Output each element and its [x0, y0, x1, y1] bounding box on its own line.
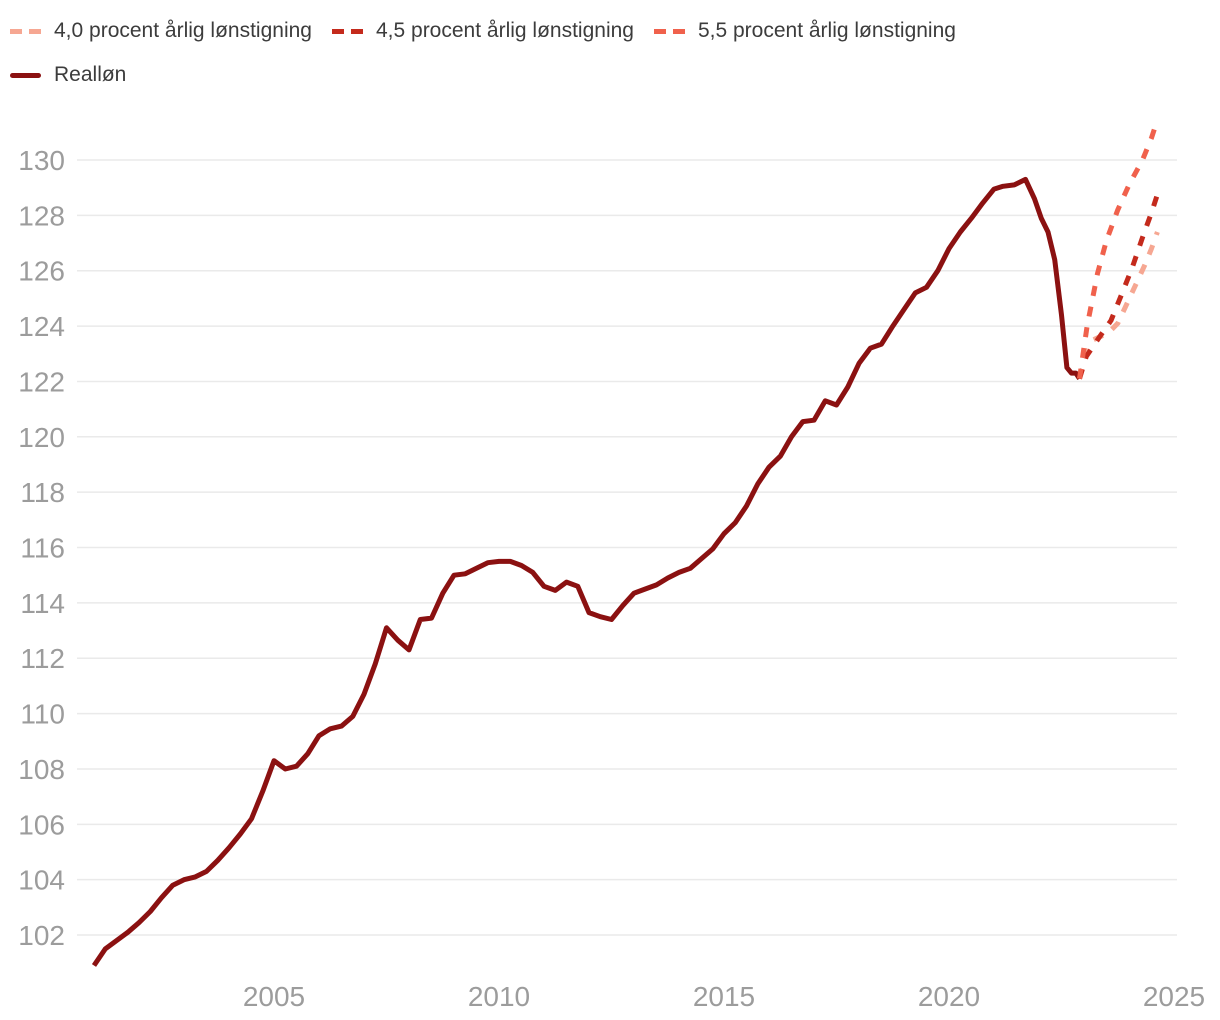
y-tick-label-102: 102: [18, 920, 65, 951]
y-tick-label-130: 130: [18, 145, 65, 176]
y-tick-label-116: 116: [20, 533, 65, 564]
legend-swatch-4-0-dashed-line: [10, 28, 41, 34]
legend-item-4-5-procent: 4,5 procent årlig lønstigning: [331, 19, 634, 43]
y-tick-label-112: 112: [20, 643, 65, 674]
y-tick-label-114: 114: [20, 588, 65, 619]
y-tick-label-110: 110: [20, 699, 65, 730]
series-line-1-4-0-procent-rlig-l-nstigning: [1077, 231, 1160, 380]
legend-item-4-0-procent: 4,0 procent årlig lønstigning: [10, 19, 312, 43]
legend-row-reallon: Realløn: [10, 60, 976, 90]
x-tick-label-2010: 2010: [468, 981, 530, 1012]
legend-swatch-5-5-dashed-line: [653, 28, 685, 34]
legend-swatch-reallon-solid-line: [10, 72, 41, 78]
legend-swatch-4-5-dashed-line: [331, 28, 363, 34]
legend-label-4-0-procent: 4,0 procent årlig lønstigning: [54, 19, 312, 42]
legend-item-5-5-procent: 5,5 procent årlig lønstigning: [653, 19, 956, 43]
y-tick-label-128: 128: [18, 200, 65, 231]
y-tick-label-122: 122: [18, 366, 65, 397]
legend-label-5-5-procent: 5,5 procent årlig lønstigning: [697, 19, 956, 42]
y-tick-label-124: 124: [18, 311, 65, 342]
series-line-2-4-5-procent-rlig-l-nstigning: [1077, 195, 1160, 380]
y-tick-label-118: 118: [20, 477, 65, 508]
legend-row-projections: 4,0 procent årlig lønstigning 4,5 procen…: [10, 16, 976, 46]
y-tick-label-108: 108: [18, 754, 65, 785]
x-tick-label-2005: 2005: [243, 981, 305, 1012]
legend-label-4-5-procent: 4,5 procent årlig lønstigning: [375, 19, 634, 42]
y-tick-label-120: 120: [18, 422, 65, 453]
legend-item-reallon: Realløn: [10, 63, 126, 87]
x-tick-label-2025: 2025: [1143, 981, 1205, 1012]
y-tick-label-104: 104: [18, 865, 65, 896]
legend-label-reallon: Realløn: [54, 63, 127, 86]
y-tick-label-126: 126: [18, 256, 65, 287]
x-tick-label-2015: 2015: [693, 981, 755, 1012]
x-tick-label-2020: 2020: [918, 981, 980, 1012]
series-line-3-5-5-procent-rlig-l-nstigning: [1077, 119, 1160, 380]
series-line-0-reall-n: [91, 176, 1082, 967]
y-tick-label-106: 106: [18, 809, 65, 840]
chart-legend: 4,0 procent årlig lønstigning 4,5 procen…: [10, 16, 976, 90]
